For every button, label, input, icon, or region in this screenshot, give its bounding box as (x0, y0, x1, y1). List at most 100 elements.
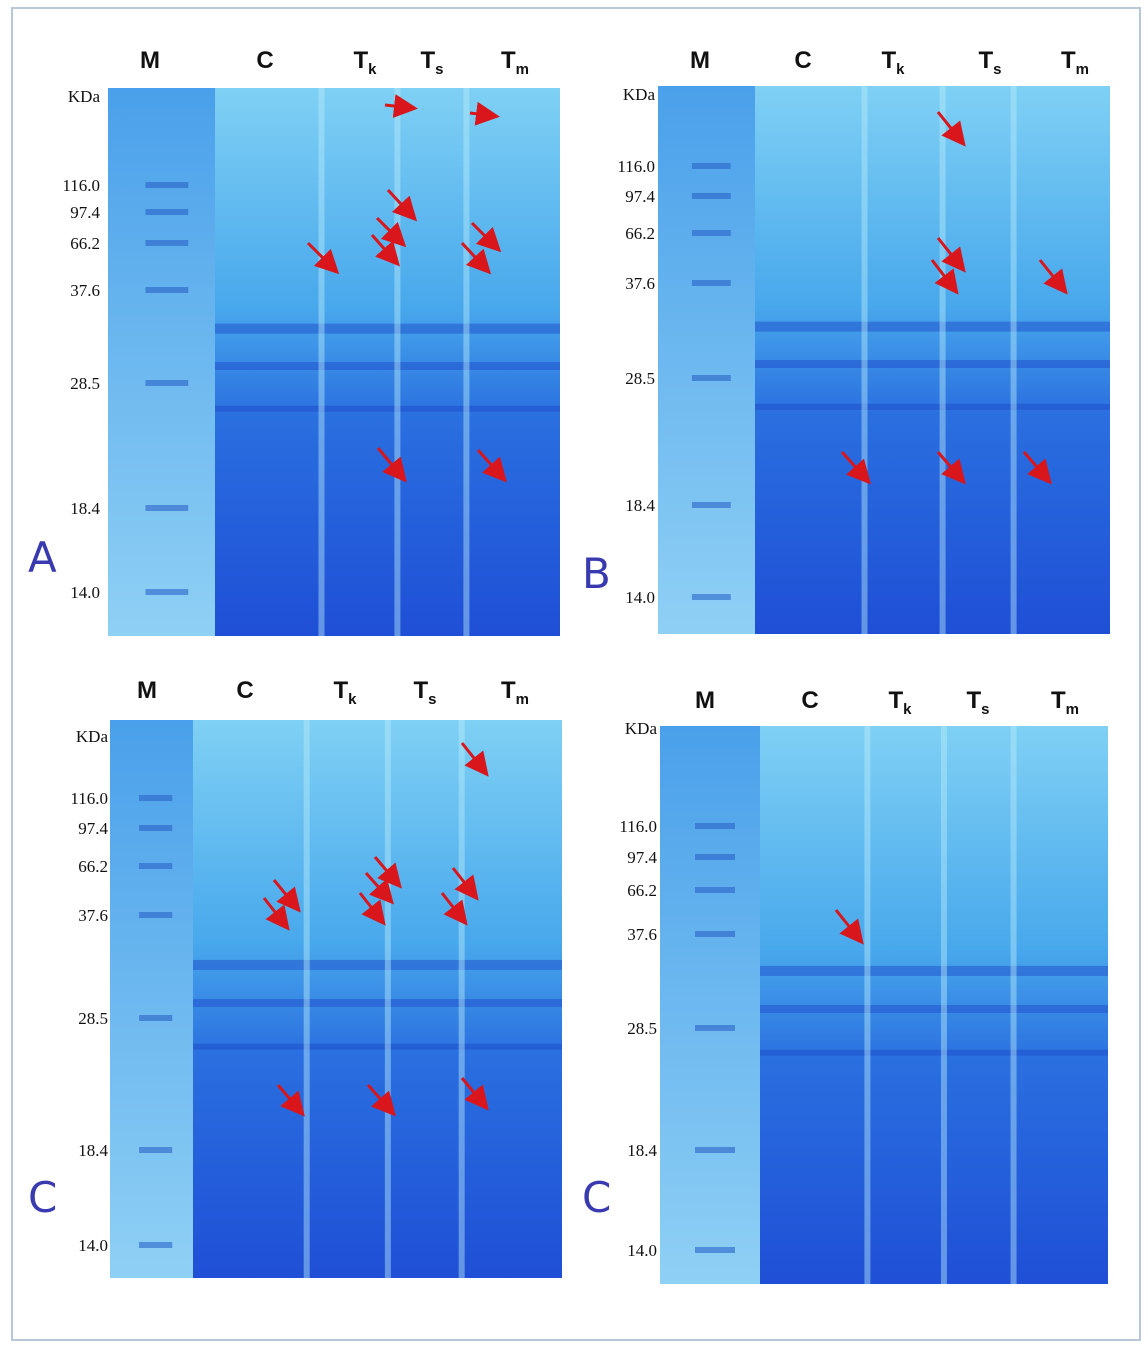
lane-name: T (501, 677, 516, 704)
lane-label: Ts (413, 677, 436, 708)
lane-name: T (413, 677, 428, 704)
arrow (460, 241, 492, 275)
gel-band (193, 1043, 562, 1050)
marker-label: 18.4 (627, 1141, 657, 1160)
marker-lane (108, 88, 215, 636)
ladder-band (139, 912, 173, 918)
unit-label: KDa (76, 727, 109, 746)
marker-lane (658, 86, 755, 634)
ladder-band (139, 825, 173, 831)
marker-label: 116.0 (62, 176, 100, 195)
arrow (370, 234, 400, 267)
panel-letter: C (28, 1173, 57, 1222)
lane-label: C (256, 47, 273, 74)
arrow (470, 221, 502, 253)
lane-label: M (690, 47, 710, 74)
lane-label: Tm (1061, 47, 1089, 78)
marker-label: 116.0 (617, 157, 655, 176)
lane-label: M (140, 47, 160, 74)
lane-label: Tk (881, 47, 905, 78)
arrow (936, 237, 966, 273)
lane-streak (940, 726, 947, 1284)
arrow (272, 879, 301, 913)
lane-streak (939, 86, 946, 634)
ladder-band (145, 182, 189, 188)
lane-name: T (501, 47, 516, 74)
ladder-band (695, 1247, 735, 1253)
ladder-band (695, 1025, 735, 1031)
ladder-band (695, 854, 735, 860)
ladder-band (695, 887, 735, 893)
arrow (840, 451, 871, 485)
lane-subscript: m (516, 61, 529, 78)
lane-name: T (978, 47, 993, 74)
unit-label: KDa (623, 85, 656, 104)
lane-label: Tm (1051, 687, 1079, 718)
lane-label: Tm (501, 47, 529, 78)
marker-label: 28.5 (78, 1009, 108, 1028)
arrow (386, 188, 418, 222)
arrow (440, 892, 468, 926)
lane-subscript: m (1076, 61, 1089, 78)
arrow (358, 892, 386, 926)
ladder-band (139, 1147, 173, 1153)
ladder-band (691, 594, 731, 600)
marker-label: 37.6 (627, 925, 657, 944)
lane-subscript: s (993, 61, 1001, 78)
lane-label: C (236, 677, 253, 704)
lane-name: T (888, 687, 903, 714)
lane-name: C (801, 687, 818, 714)
ladder-band (691, 230, 731, 236)
arrow (384, 94, 418, 118)
gel-band (760, 1049, 1108, 1056)
lane-streak (318, 88, 325, 636)
panel-letter: C (582, 1173, 611, 1222)
arrow (373, 856, 402, 889)
gel-panel: M C Tk Ts TmKDa116.097.466.237.628.518.414.0… (582, 47, 1110, 634)
marker-label: 37.6 (78, 906, 108, 925)
gel-band (755, 403, 1110, 410)
lane-streak (303, 720, 310, 1278)
lane-streak (1010, 726, 1017, 1284)
arrow (1022, 451, 1052, 485)
ladder-band (145, 287, 189, 293)
marker-label: 66.2 (625, 224, 655, 243)
marker-label: 14.0 (70, 583, 100, 602)
gel-band (755, 321, 1110, 332)
marker-label: 116.0 (70, 789, 108, 808)
lane-streak (394, 88, 401, 636)
ladder-band (691, 163, 731, 169)
ladder-band (139, 795, 173, 801)
gel-band (215, 323, 560, 334)
ladder-band (145, 209, 189, 215)
arrow (476, 449, 507, 483)
marker-label: 37.6 (70, 281, 100, 300)
marker-label: 28.5 (70, 374, 100, 393)
lane-streak (458, 720, 465, 1278)
lane-label: Ts (978, 47, 1001, 78)
arrow (306, 241, 340, 275)
lane-label: C (794, 47, 811, 74)
marker-label: 66.2 (78, 857, 108, 876)
lane-name: M (140, 47, 160, 74)
panel-letter: B (582, 549, 611, 598)
lane-name: M (137, 677, 157, 704)
lane-subscript: k (903, 701, 912, 718)
marker-label: 28.5 (625, 369, 655, 388)
lane-name: T (333, 677, 348, 704)
lane-label: Ts (966, 687, 989, 718)
arrow (375, 216, 407, 248)
marker-lane (660, 726, 760, 1284)
lane-subscript: m (1066, 701, 1079, 718)
lane-name: C (256, 47, 273, 74)
gel-panel: M C Tk Ts TmKDa116.097.466.237.628.518.414.0… (582, 687, 1108, 1284)
lane-label: Tk (353, 47, 377, 78)
lane-streak (861, 86, 868, 634)
ladder-band (691, 193, 731, 199)
unit-label: KDa (68, 87, 101, 106)
ladder-band (695, 823, 735, 829)
lane-name: T (881, 47, 896, 74)
arrow (451, 867, 479, 901)
arrow (364, 872, 394, 905)
